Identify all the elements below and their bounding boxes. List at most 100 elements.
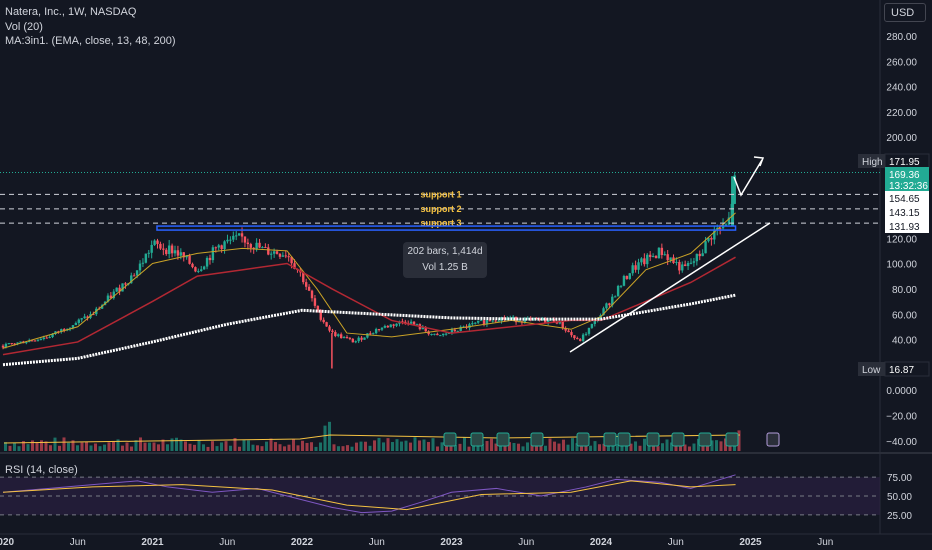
volume-bar <box>188 443 192 451</box>
candle-body <box>197 270 200 272</box>
candle-body <box>619 285 623 287</box>
volume-bar <box>544 445 547 451</box>
volume-bar <box>355 442 358 451</box>
candle-body <box>584 333 588 335</box>
candle-body <box>401 321 404 323</box>
volume-bar <box>323 425 327 451</box>
volume-bar <box>575 443 579 451</box>
price-tag-value: 16.87 <box>889 365 914 376</box>
candle-body <box>660 247 664 255</box>
candle-body <box>51 333 54 338</box>
earnings-marker <box>530 432 544 447</box>
volume-bar <box>76 445 79 451</box>
candle-body <box>678 261 681 271</box>
volume-bar <box>692 443 696 451</box>
candle-body <box>194 267 197 272</box>
candle-body <box>488 319 492 322</box>
volume-bar <box>454 444 457 451</box>
rsi-ma-line <box>2 480 736 511</box>
time-tick-label: 2020 <box>0 537 15 548</box>
candle-body-last <box>731 176 735 226</box>
candle-body <box>42 337 46 340</box>
candle-body <box>643 258 646 265</box>
price-tick-label: 100.00 <box>886 260 917 271</box>
volume-bar <box>404 440 408 451</box>
candle-body <box>701 253 704 257</box>
volume-bar <box>256 445 259 451</box>
earnings-marker <box>470 432 484 447</box>
candle-body <box>185 255 188 258</box>
volume-bar <box>472 445 475 451</box>
candle-body <box>704 241 707 254</box>
price-tick-label: 260.00 <box>886 57 917 68</box>
candle-body <box>546 319 550 323</box>
candle-body <box>614 296 617 298</box>
volume-bar <box>206 446 210 451</box>
time-tick-label: Jun <box>518 537 534 548</box>
volume-bar <box>67 442 70 451</box>
volume-bar <box>278 444 282 451</box>
candle-body <box>275 251 279 254</box>
candle-body <box>261 247 264 249</box>
ema48-line <box>2 256 736 356</box>
candle-body <box>258 242 261 248</box>
candle-body <box>147 252 150 254</box>
ema13-line <box>2 212 736 349</box>
candle-body <box>226 239 229 242</box>
volume-bar <box>328 421 331 451</box>
time-tick-label: Jun <box>70 537 86 548</box>
volume-bar <box>242 439 246 451</box>
price-tag-bg <box>885 191 929 205</box>
candle-body <box>4 343 8 348</box>
candle-body <box>581 334 585 341</box>
volume-bar <box>17 446 21 451</box>
currency-button[interactable]: USD <box>884 3 926 22</box>
candle-body <box>162 248 165 250</box>
candle-body <box>337 334 340 337</box>
candle-body <box>511 316 515 319</box>
price-tag-value: 131.93 <box>889 222 920 233</box>
candle-body <box>118 287 121 292</box>
volume-bar <box>62 437 66 451</box>
candle-body <box>608 303 611 306</box>
earnings-marker <box>496 432 510 447</box>
price-tag-value: 171.95 <box>889 157 920 168</box>
volume-bar <box>166 444 169 451</box>
candle-body <box>165 249 168 255</box>
volume-bar <box>683 444 687 451</box>
candle-body <box>351 338 355 343</box>
candle-body <box>380 327 384 330</box>
candle-body <box>30 340 34 342</box>
candle-body <box>372 333 375 335</box>
price-tick-label: 280.00 <box>886 32 917 43</box>
volume-bar <box>697 438 700 451</box>
candle-body <box>535 317 538 320</box>
price-tick-label: 60.00 <box>892 310 917 321</box>
candle-body <box>255 242 258 249</box>
volume-bar <box>400 441 403 451</box>
support-label: support 3 <box>420 218 461 228</box>
vol-legend: Vol (20) <box>5 21 43 33</box>
candle-body <box>100 305 104 309</box>
candle-body <box>669 257 672 261</box>
candle-body <box>74 322 78 326</box>
candle-body <box>16 342 19 344</box>
volume-bar <box>413 437 417 451</box>
volume-bar <box>368 445 372 451</box>
earnings-marker <box>646 432 660 447</box>
candle-body <box>316 305 320 311</box>
price-tick-label: 240.00 <box>886 83 917 94</box>
volume-bar <box>319 442 322 451</box>
candle-body <box>436 333 439 336</box>
volume-bar <box>157 444 160 451</box>
time-tick-label: 2021 <box>141 537 164 548</box>
candle-body <box>558 321 562 324</box>
volume-bar <box>98 446 102 451</box>
volume-bar <box>674 442 678 451</box>
candle-body <box>307 286 311 291</box>
resistance-box <box>156 225 737 231</box>
range-tooltip: 202 bars, 1,414d Vol 1.25 B <box>403 242 487 278</box>
candle-body <box>683 264 687 267</box>
volume-bar <box>418 440 421 451</box>
